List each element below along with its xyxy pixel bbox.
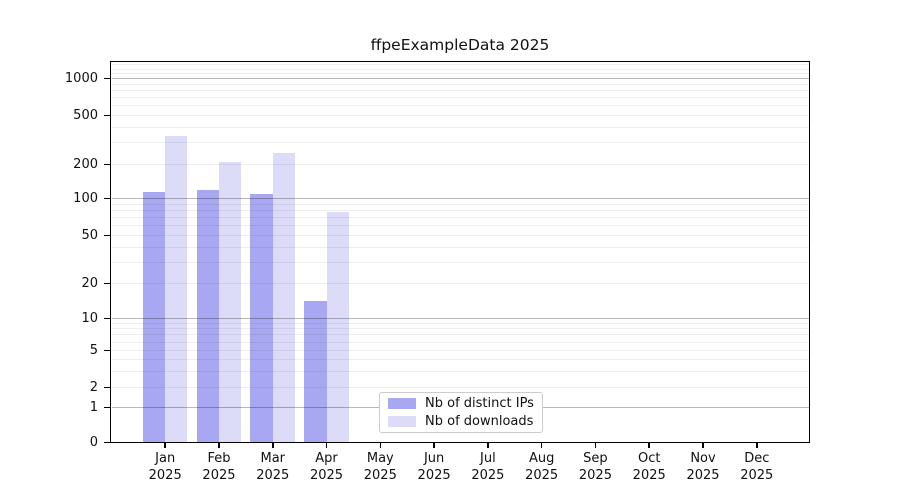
y-tick-label: 100	[73, 191, 98, 206]
legend-item-distinct-ips: Nb of distinct IPs	[388, 395, 534, 411]
bar-downloads	[165, 136, 188, 443]
month-year: 2025	[686, 467, 720, 483]
month-year: 2025	[363, 467, 397, 483]
bar-downloads	[326, 211, 349, 443]
minor-gridline	[111, 83, 809, 85]
x-tick-label-mar: Mar 2025	[245, 451, 301, 484]
legend-swatch-downloads	[388, 416, 416, 427]
x-tick-label-jan: Jan 2025	[137, 451, 193, 484]
month-name: Jun	[423, 451, 445, 466]
y-tick-label: 10	[81, 310, 98, 326]
x-tick-mark	[272, 443, 274, 448]
y-tick-mark	[103, 386, 111, 389]
month-name: Mar	[260, 451, 286, 466]
minor-gridline	[111, 105, 809, 107]
month-year: 2025	[417, 467, 451, 483]
x-tick-mark	[164, 443, 166, 448]
chart-title: ffpeExampleData 2025	[370, 36, 550, 54]
month-year: 2025	[148, 467, 182, 483]
x-tick-mark	[379, 443, 382, 448]
x-tick-label-may: May 2025	[352, 451, 408, 484]
x-tick-mark	[648, 443, 650, 448]
month-year: 2025	[525, 467, 559, 483]
x-tick-label-feb: Feb 2025	[191, 451, 247, 484]
month-name: Nov	[690, 451, 716, 466]
x-tick-mark	[594, 443, 597, 448]
y-tick-mark	[103, 317, 111, 320]
y-tick-label: 500	[73, 108, 98, 123]
month-name: May	[366, 451, 394, 466]
minor-gridline	[111, 164, 809, 165]
bar-downloads	[272, 152, 296, 443]
month-name: Jul	[480, 451, 496, 466]
x-tick-mark	[433, 443, 435, 448]
y-tick-mark	[103, 163, 111, 166]
minor-gridline	[111, 97, 809, 99]
month-year: 2025	[471, 467, 505, 483]
x-tick-label-nov: Nov 2025	[675, 451, 731, 484]
x-tick-label-jun: Jun 2025	[406, 451, 462, 484]
y-tick-label: 1	[89, 400, 98, 416]
legend-swatch-distinct-ips	[388, 398, 416, 409]
y-tick-label: 2	[89, 379, 98, 395]
month-year: 2025	[256, 467, 290, 483]
minor-gridline	[111, 64, 809, 66]
month-year: 2025	[202, 467, 236, 483]
x-tick-label-apr: Apr 2025	[299, 451, 355, 484]
legend: Nb of distinct IPs Nb of downloads	[379, 392, 543, 433]
month-name: Sep	[583, 451, 608, 466]
major-gridline	[111, 78, 809, 79]
y-tick-label: 50	[81, 228, 98, 243]
y-tick-label: 5	[89, 343, 98, 359]
x-tick-label-dec: Dec 2025	[729, 451, 785, 484]
y-tick-mark	[103, 282, 111, 285]
x-tick-mark	[540, 443, 543, 448]
y-tick-label: 1000	[64, 71, 98, 86]
minor-gridline	[111, 89, 809, 91]
legend-item-downloads: Nb of downloads	[388, 413, 534, 429]
month-year: 2025	[578, 467, 612, 483]
minor-gridline	[111, 68, 809, 70]
bar-distinct-ips	[250, 193, 273, 443]
x-tick-label-jul: Jul 2025	[460, 451, 516, 484]
minor-gridline	[111, 115, 809, 116]
x-tick-mark	[218, 443, 220, 448]
legend-label-distinct-ips: Nb of distinct IPs	[425, 395, 534, 411]
x-tick-mark	[702, 443, 704, 448]
bar-downloads	[218, 161, 242, 443]
y-tick-label: 200	[73, 157, 98, 172]
x-tick-mark	[756, 443, 758, 448]
month-name: Feb	[207, 451, 231, 466]
y-tick-label: 0	[89, 435, 98, 450]
month-year: 2025	[740, 467, 774, 483]
y-tick-mark	[103, 441, 111, 444]
y-tick-label: 20	[81, 276, 98, 291]
x-tick-label-aug: Aug 2025	[514, 451, 570, 484]
month-name: Aug	[528, 451, 555, 466]
y-tick-mark	[103, 114, 111, 117]
y-tick-mark	[103, 349, 111, 352]
y-tick-mark	[103, 77, 111, 80]
x-tick-mark	[325, 443, 328, 448]
month-year: 2025	[632, 467, 666, 483]
bar-distinct-ips	[142, 191, 166, 443]
month-name: Dec	[744, 451, 770, 466]
month-year: 2025	[309, 467, 344, 483]
minor-gridline	[111, 126, 809, 128]
bar-distinct-ips	[196, 189, 219, 443]
minor-gridline	[111, 142, 809, 144]
y-tick-mark	[103, 197, 111, 200]
y-tick-mark	[103, 406, 111, 409]
x-tick-label-oct: Oct 2025	[621, 451, 677, 484]
month-name: Jan	[155, 451, 176, 466]
x-tick-mark	[487, 443, 489, 448]
minor-gridline	[111, 73, 809, 75]
month-name: Oct	[637, 451, 661, 466]
y-tick-mark	[103, 234, 111, 237]
bar-distinct-ips	[304, 301, 327, 443]
month-name: Apr	[315, 451, 338, 466]
x-tick-label-sep: Sep 2025	[567, 451, 623, 484]
legend-label-downloads: Nb of downloads	[425, 413, 534, 429]
